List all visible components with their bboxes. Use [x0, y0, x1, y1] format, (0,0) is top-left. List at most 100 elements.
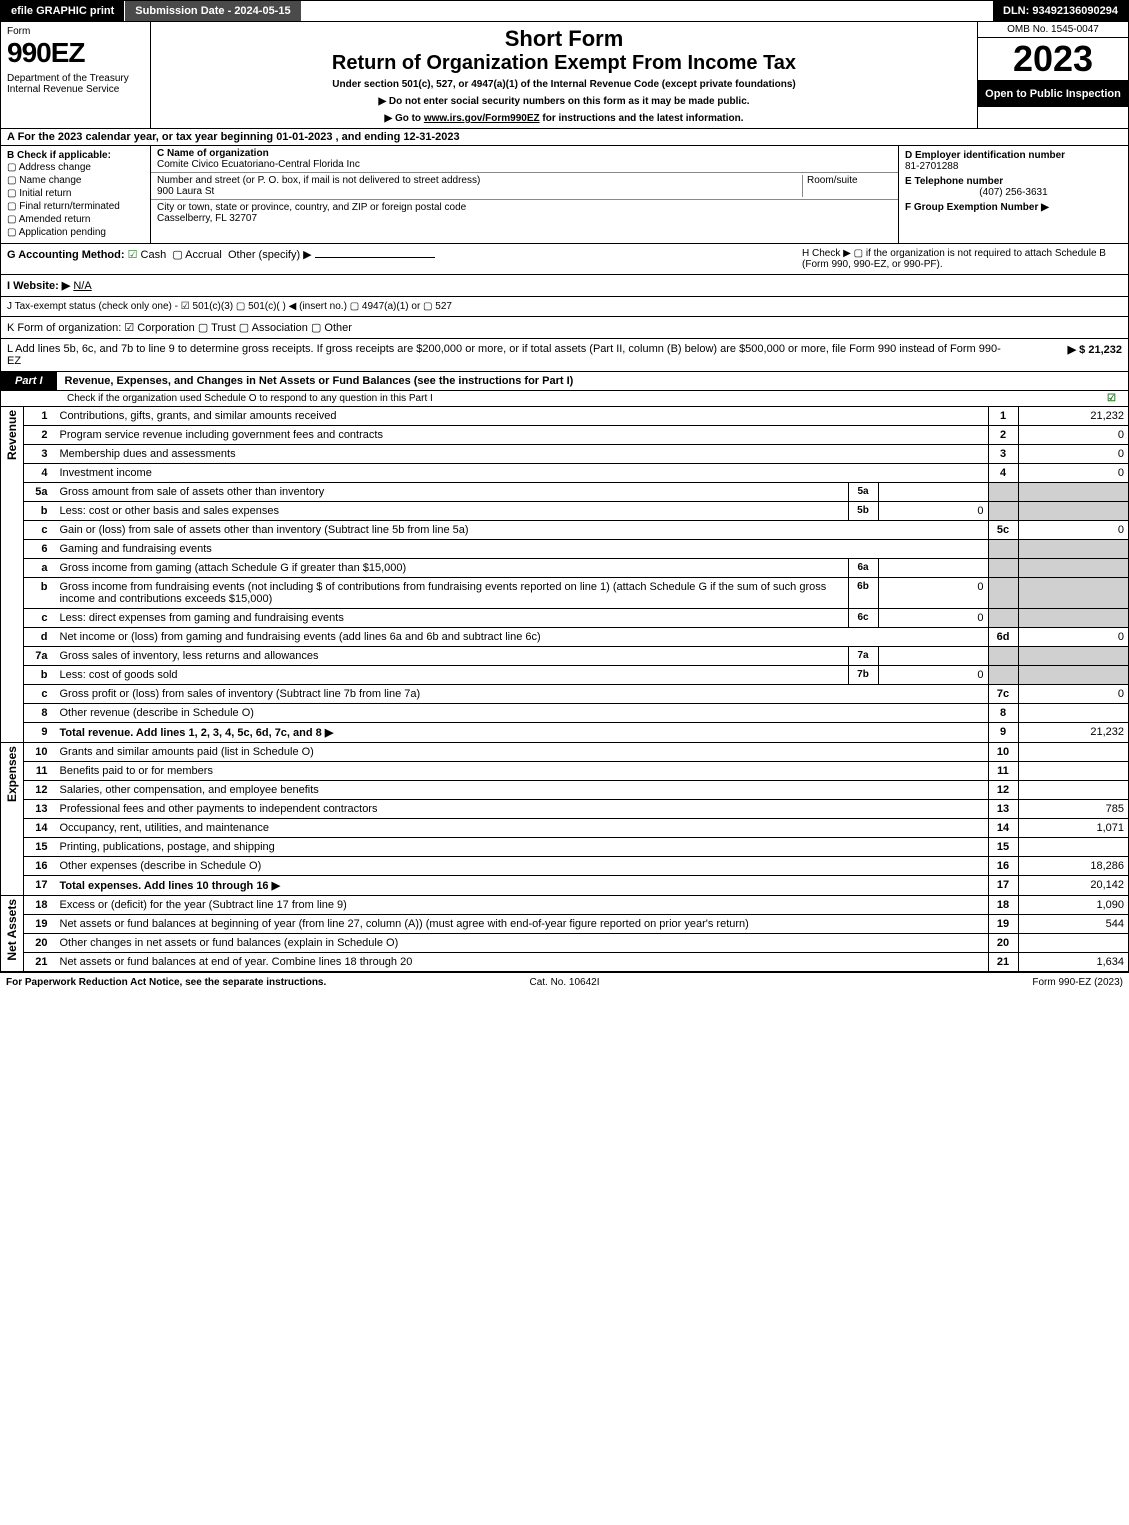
line-num: b: [24, 502, 56, 521]
line-num: 5a: [24, 483, 56, 502]
col3-num: 18: [988, 896, 1018, 915]
subcol-val: [878, 647, 988, 666]
col4-val: 544: [1018, 915, 1128, 934]
line-desc: Less: cost of goods sold: [56, 666, 849, 685]
chk-accrual[interactable]: Accrual: [172, 249, 222, 261]
col3-num: [988, 483, 1018, 502]
line-num: 4: [24, 464, 56, 483]
col3-num: [988, 609, 1018, 628]
spacer: [302, 1, 993, 21]
col3-num: [988, 540, 1018, 559]
col3-num: 15: [988, 838, 1018, 857]
col4-val: [1018, 704, 1128, 723]
line-desc: Net assets or fund balances at end of ye…: [56, 953, 989, 972]
org-name: Comite Civico Ecuatoriano-Central Florid…: [157, 159, 892, 170]
revenue-table: Revenue1Contributions, gifts, grants, an…: [1, 407, 1128, 743]
col4-val: [1018, 559, 1128, 578]
col3-num: 9: [988, 723, 1018, 743]
chk-application-pending[interactable]: Application pending: [7, 226, 144, 239]
chk-cash[interactable]: Cash: [128, 249, 167, 261]
line-g: G Accounting Method: Cash Accrual Other …: [7, 248, 802, 270]
col3-num: 6d: [988, 628, 1018, 647]
b-label: B Check if applicable:: [7, 150, 144, 161]
form-number: 990EZ: [7, 37, 144, 69]
irs-link[interactable]: www.irs.gov/Form990EZ: [424, 113, 540, 124]
part1-bar: Part I Revenue, Expenses, and Changes in…: [1, 372, 1128, 391]
subcol-num: 7a: [848, 647, 878, 666]
chk-final-return[interactable]: Final return/terminated: [7, 200, 144, 213]
line-desc: Net income or (loss) from gaming and fun…: [56, 628, 989, 647]
line-num: 6: [24, 540, 56, 559]
line-desc: Gross profit or (loss) from sales of inv…: [56, 685, 989, 704]
col-d: D Employer identification number 81-2701…: [898, 146, 1128, 243]
form-container: Form 990EZ Department of the Treasury In…: [0, 22, 1129, 973]
e-lbl: E Telephone number: [905, 176, 1122, 187]
col3-num: 10: [988, 743, 1018, 762]
top-bar: efile GRAPHIC print Submission Date - 20…: [0, 0, 1129, 22]
g-other: Other (specify) ▶: [228, 249, 312, 261]
line-desc: Contributions, gifts, grants, and simila…: [56, 407, 989, 426]
col4-val: 0: [1018, 628, 1128, 647]
line-num: 15: [24, 838, 56, 857]
efile-print-button[interactable]: efile GRAPHIC print: [1, 1, 125, 21]
ein: 81-2701288: [905, 161, 1122, 172]
line-num: 12: [24, 781, 56, 800]
footer-left: For Paperwork Reduction Act Notice, see …: [6, 977, 378, 988]
col4-val: 0: [1018, 445, 1128, 464]
note2-pre: ▶ Go to: [384, 113, 423, 124]
col4-val: [1018, 838, 1128, 857]
city: Casselberry, FL 32707: [157, 213, 892, 224]
line-num: c: [24, 521, 56, 540]
under-section: Under section 501(c), 527, or 4947(a)(1)…: [159, 79, 969, 90]
line-num: a: [24, 559, 56, 578]
footer-center: Cat. No. 10642I: [378, 977, 750, 988]
chk-address-change[interactable]: Address change: [7, 161, 144, 174]
line-num: c: [24, 609, 56, 628]
line-num: 13: [24, 800, 56, 819]
expenses-table: Expenses10Grants and similar amounts pai…: [1, 743, 1128, 896]
d-lbl: D Employer identification number: [905, 150, 1122, 161]
col3-num: 8: [988, 704, 1018, 723]
line-num: b: [24, 578, 56, 609]
chk-name-change[interactable]: Name change: [7, 174, 144, 187]
col4-val: 1,634: [1018, 953, 1128, 972]
right-box: OMB No. 1545-0047 2023 Open to Public In…: [978, 22, 1128, 128]
line-num: 3: [24, 445, 56, 464]
col4-val: 0: [1018, 426, 1128, 445]
subcol-val: 0: [878, 502, 988, 521]
org-name-row: C Name of organization Comite Civico Ecu…: [151, 146, 898, 173]
line-num: 8: [24, 704, 56, 723]
line-desc: Investment income: [56, 464, 989, 483]
col4-val: [1018, 743, 1128, 762]
line-i: I Website: ▶ N/A: [1, 275, 1128, 297]
line-desc: Program service revenue including govern…: [56, 426, 989, 445]
part1-checked[interactable]: ☑: [1107, 393, 1122, 404]
line-num: 11: [24, 762, 56, 781]
col4-val: [1018, 762, 1128, 781]
col4-val: [1018, 540, 1128, 559]
line-desc: Gross income from fundraising events (no…: [56, 578, 849, 609]
col3-num: 16: [988, 857, 1018, 876]
dept-label: Department of the Treasury Internal Reve…: [7, 73, 144, 95]
short-form-title: Short Form: [159, 26, 969, 52]
title-box: Short Form Return of Organization Exempt…: [151, 22, 978, 128]
line-desc: Gain or (loss) from sale of assets other…: [56, 521, 989, 540]
chk-amended-return[interactable]: Amended return: [7, 213, 144, 226]
line-num: 2: [24, 426, 56, 445]
i-lbl: I Website: ▶: [7, 280, 70, 292]
submission-date: Submission Date - 2024-05-15: [125, 1, 301, 21]
line-desc: Net assets or fund balances at beginning…: [56, 915, 989, 934]
line-num: c: [24, 685, 56, 704]
side-label: Net Assets: [1, 896, 24, 972]
subcol-num: 6b: [848, 578, 878, 609]
open-public: Open to Public Inspection: [978, 81, 1128, 107]
line-desc: Total expenses. Add lines 10 through 16 …: [56, 876, 989, 896]
chk-initial-return[interactable]: Initial return: [7, 187, 144, 200]
dln: DLN: 93492136090294: [993, 1, 1128, 21]
col-c: C Name of organization Comite Civico Ecu…: [151, 146, 898, 243]
f-lbl: F Group Exemption Number ▶: [905, 202, 1122, 213]
return-title: Return of Organization Exempt From Incom…: [159, 52, 969, 75]
col3-num: 17: [988, 876, 1018, 896]
l-txt: L Add lines 5b, 6c, and 7b to line 9 to …: [7, 343, 1002, 367]
col3-num: [988, 666, 1018, 685]
